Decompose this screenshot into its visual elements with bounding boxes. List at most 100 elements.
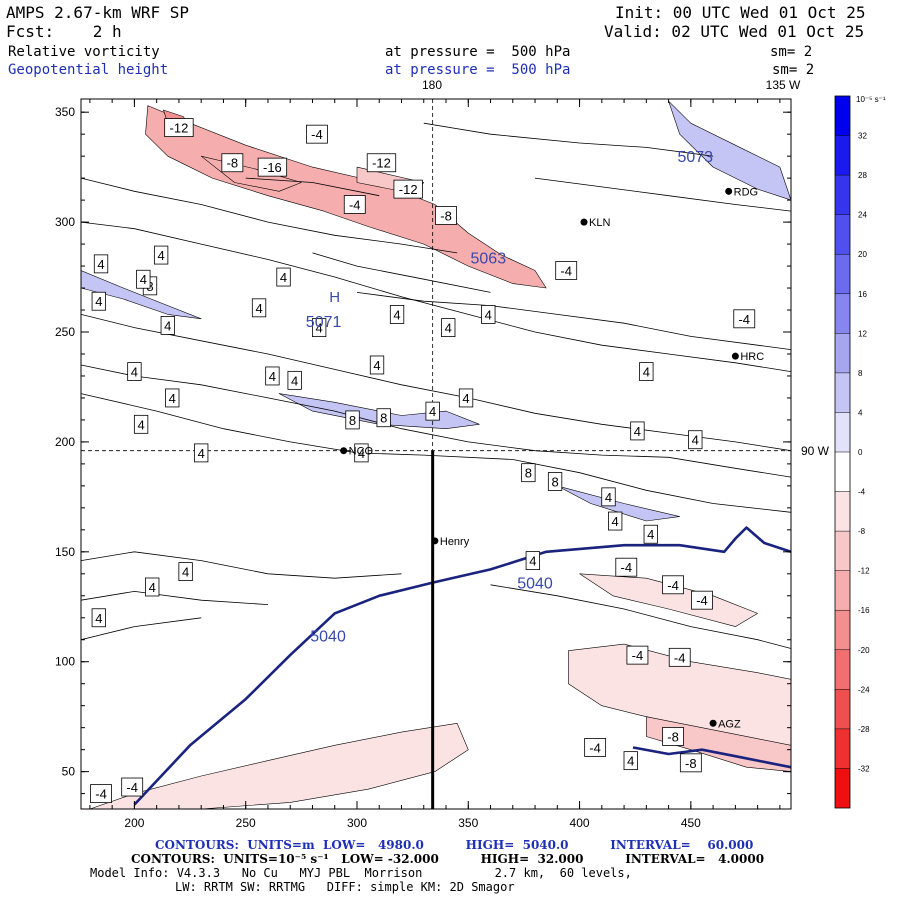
contour-label: 4	[605, 490, 612, 505]
colorbar-swatch	[835, 412, 850, 452]
colorbar-label: -16	[858, 606, 870, 615]
x-tick-label: 250	[236, 816, 256, 830]
guide-lines	[81, 99, 791, 809]
contour-label-box	[127, 362, 142, 381]
right-lat-label: 90 W	[801, 444, 830, 458]
contour-label-box	[257, 157, 288, 177]
vorticity-contour	[81, 551, 402, 579]
contour-label-box	[733, 309, 756, 329]
height-label: 5040	[517, 576, 553, 593]
contour-label: 4	[95, 611, 102, 626]
contour-label-box	[136, 269, 151, 289]
contour-label: 4	[316, 321, 323, 336]
colorbar-label: 20	[858, 250, 867, 259]
contour-label-box	[584, 738, 607, 757]
contour-label-box	[393, 179, 423, 199]
vorticity-contour	[81, 177, 458, 254]
contour-label-box	[688, 430, 703, 450]
contour-label: -12	[170, 121, 189, 136]
contour-label-box	[441, 318, 456, 338]
vorticity-contour-lines	[81, 122, 791, 649]
field2-level: at pressure = 500 hPa	[385, 62, 571, 78]
colorbar-swatch	[835, 175, 850, 215]
contour-label-box	[458, 388, 474, 408]
contour-label: 4	[485, 307, 492, 322]
contour-label-box	[623, 751, 638, 771]
contour-label: 4	[182, 565, 189, 580]
field2-smoothing: sm= 2	[772, 62, 815, 78]
contour-labels: -12-4-8-16-12-12-4-8-4-44484444444444444…	[90, 118, 756, 804]
contour-label: -4	[95, 787, 107, 802]
contour-label: 4	[647, 527, 654, 542]
contour-label: -8	[667, 729, 679, 744]
forecast-hour: Fcst: 2 h	[6, 22, 122, 41]
plot-frame	[80, 98, 792, 810]
station-dot	[731, 352, 739, 360]
station-label: HRC	[740, 351, 764, 363]
contour-label-box	[615, 557, 638, 577]
colorbar: 32 28 24 20 16 12 8 4 0 -4 -8 -12 -16 -20 -24 -28 -32	[834, 95, 870, 809]
contour-label: 4	[169, 391, 176, 406]
height-label: 5063	[471, 250, 507, 267]
colorbar-label: 0	[858, 448, 863, 457]
contour-label-box	[521, 463, 536, 483]
contour-label-box	[691, 590, 713, 610]
vorticity-contour	[534, 177, 791, 212]
model-title: AMPS 2.67-km WRF SP	[6, 3, 190, 22]
y-tick-label: 300	[55, 215, 75, 229]
colorbar-label: -4	[858, 488, 866, 497]
vorticity-contour	[81, 314, 791, 452]
y-tick-label: 100	[55, 655, 75, 669]
contour-label-box	[366, 153, 397, 173]
colorbar-swatch	[835, 254, 850, 294]
vorticity-contour	[356, 292, 791, 350]
colorbar-label: 16	[858, 290, 867, 299]
vorticity-contour	[81, 590, 269, 605]
height-label: 5071	[306, 314, 342, 331]
vorticity-contour	[312, 252, 491, 293]
contour-label-box	[608, 511, 623, 531]
contour-label-box	[369, 355, 385, 375]
contour-label: 4	[131, 365, 138, 380]
contour-label-box	[345, 410, 360, 430]
contour-label-box	[525, 551, 540, 571]
x-tick-label: 400	[570, 816, 590, 830]
contour-label-box	[376, 408, 391, 428]
field1-smoothing: sm= 2	[770, 44, 813, 60]
contour-label: -4	[696, 593, 708, 608]
colorbar-label: -20	[858, 646, 870, 655]
axis-ticks: 200 250 300 350 400 450 50 100 150 200 250 300 350	[55, 99, 791, 830]
contour-label: 4	[158, 248, 165, 263]
height-label: 5073	[677, 149, 713, 166]
contour-label-box	[90, 784, 112, 804]
vorticity-contour	[490, 584, 791, 649]
contour-label: 4	[140, 272, 147, 287]
contour-label-box	[221, 153, 244, 173]
contour-label-box	[153, 245, 169, 265]
contour-label-box	[354, 443, 369, 463]
contour-label-box	[555, 261, 578, 280]
contour-label: 8	[349, 413, 356, 428]
y-tick-label: 350	[55, 105, 75, 119]
station-markers: KLN RDG HRC NCO Henry AGZ	[340, 186, 764, 730]
field2-name: Geopotential height	[8, 62, 169, 78]
contour-label: 8	[525, 466, 532, 481]
contour-label-box	[306, 124, 328, 144]
colorbar-swatch	[835, 610, 850, 650]
contour-label: 4	[612, 514, 619, 529]
contour-label-box	[91, 291, 106, 311]
model-info: Model Info: V4.3.3 No Cu MYJ PBL Morriso…	[90, 866, 632, 880]
contour-label: 4	[97, 257, 104, 272]
contour-label: 4	[137, 417, 144, 432]
vorticity-contour	[81, 393, 791, 513]
station-dot	[431, 537, 439, 545]
contour-label: -8	[440, 209, 452, 224]
colorbar-swatch	[835, 214, 850, 255]
colorbar-label: 8	[858, 369, 863, 378]
height-contour-lines	[133, 526, 791, 806]
height-contour-line	[632, 746, 791, 769]
height-label: 5040	[310, 628, 346, 645]
colorbar-label: -28	[858, 725, 870, 734]
colorbar-swatch	[835, 491, 850, 532]
